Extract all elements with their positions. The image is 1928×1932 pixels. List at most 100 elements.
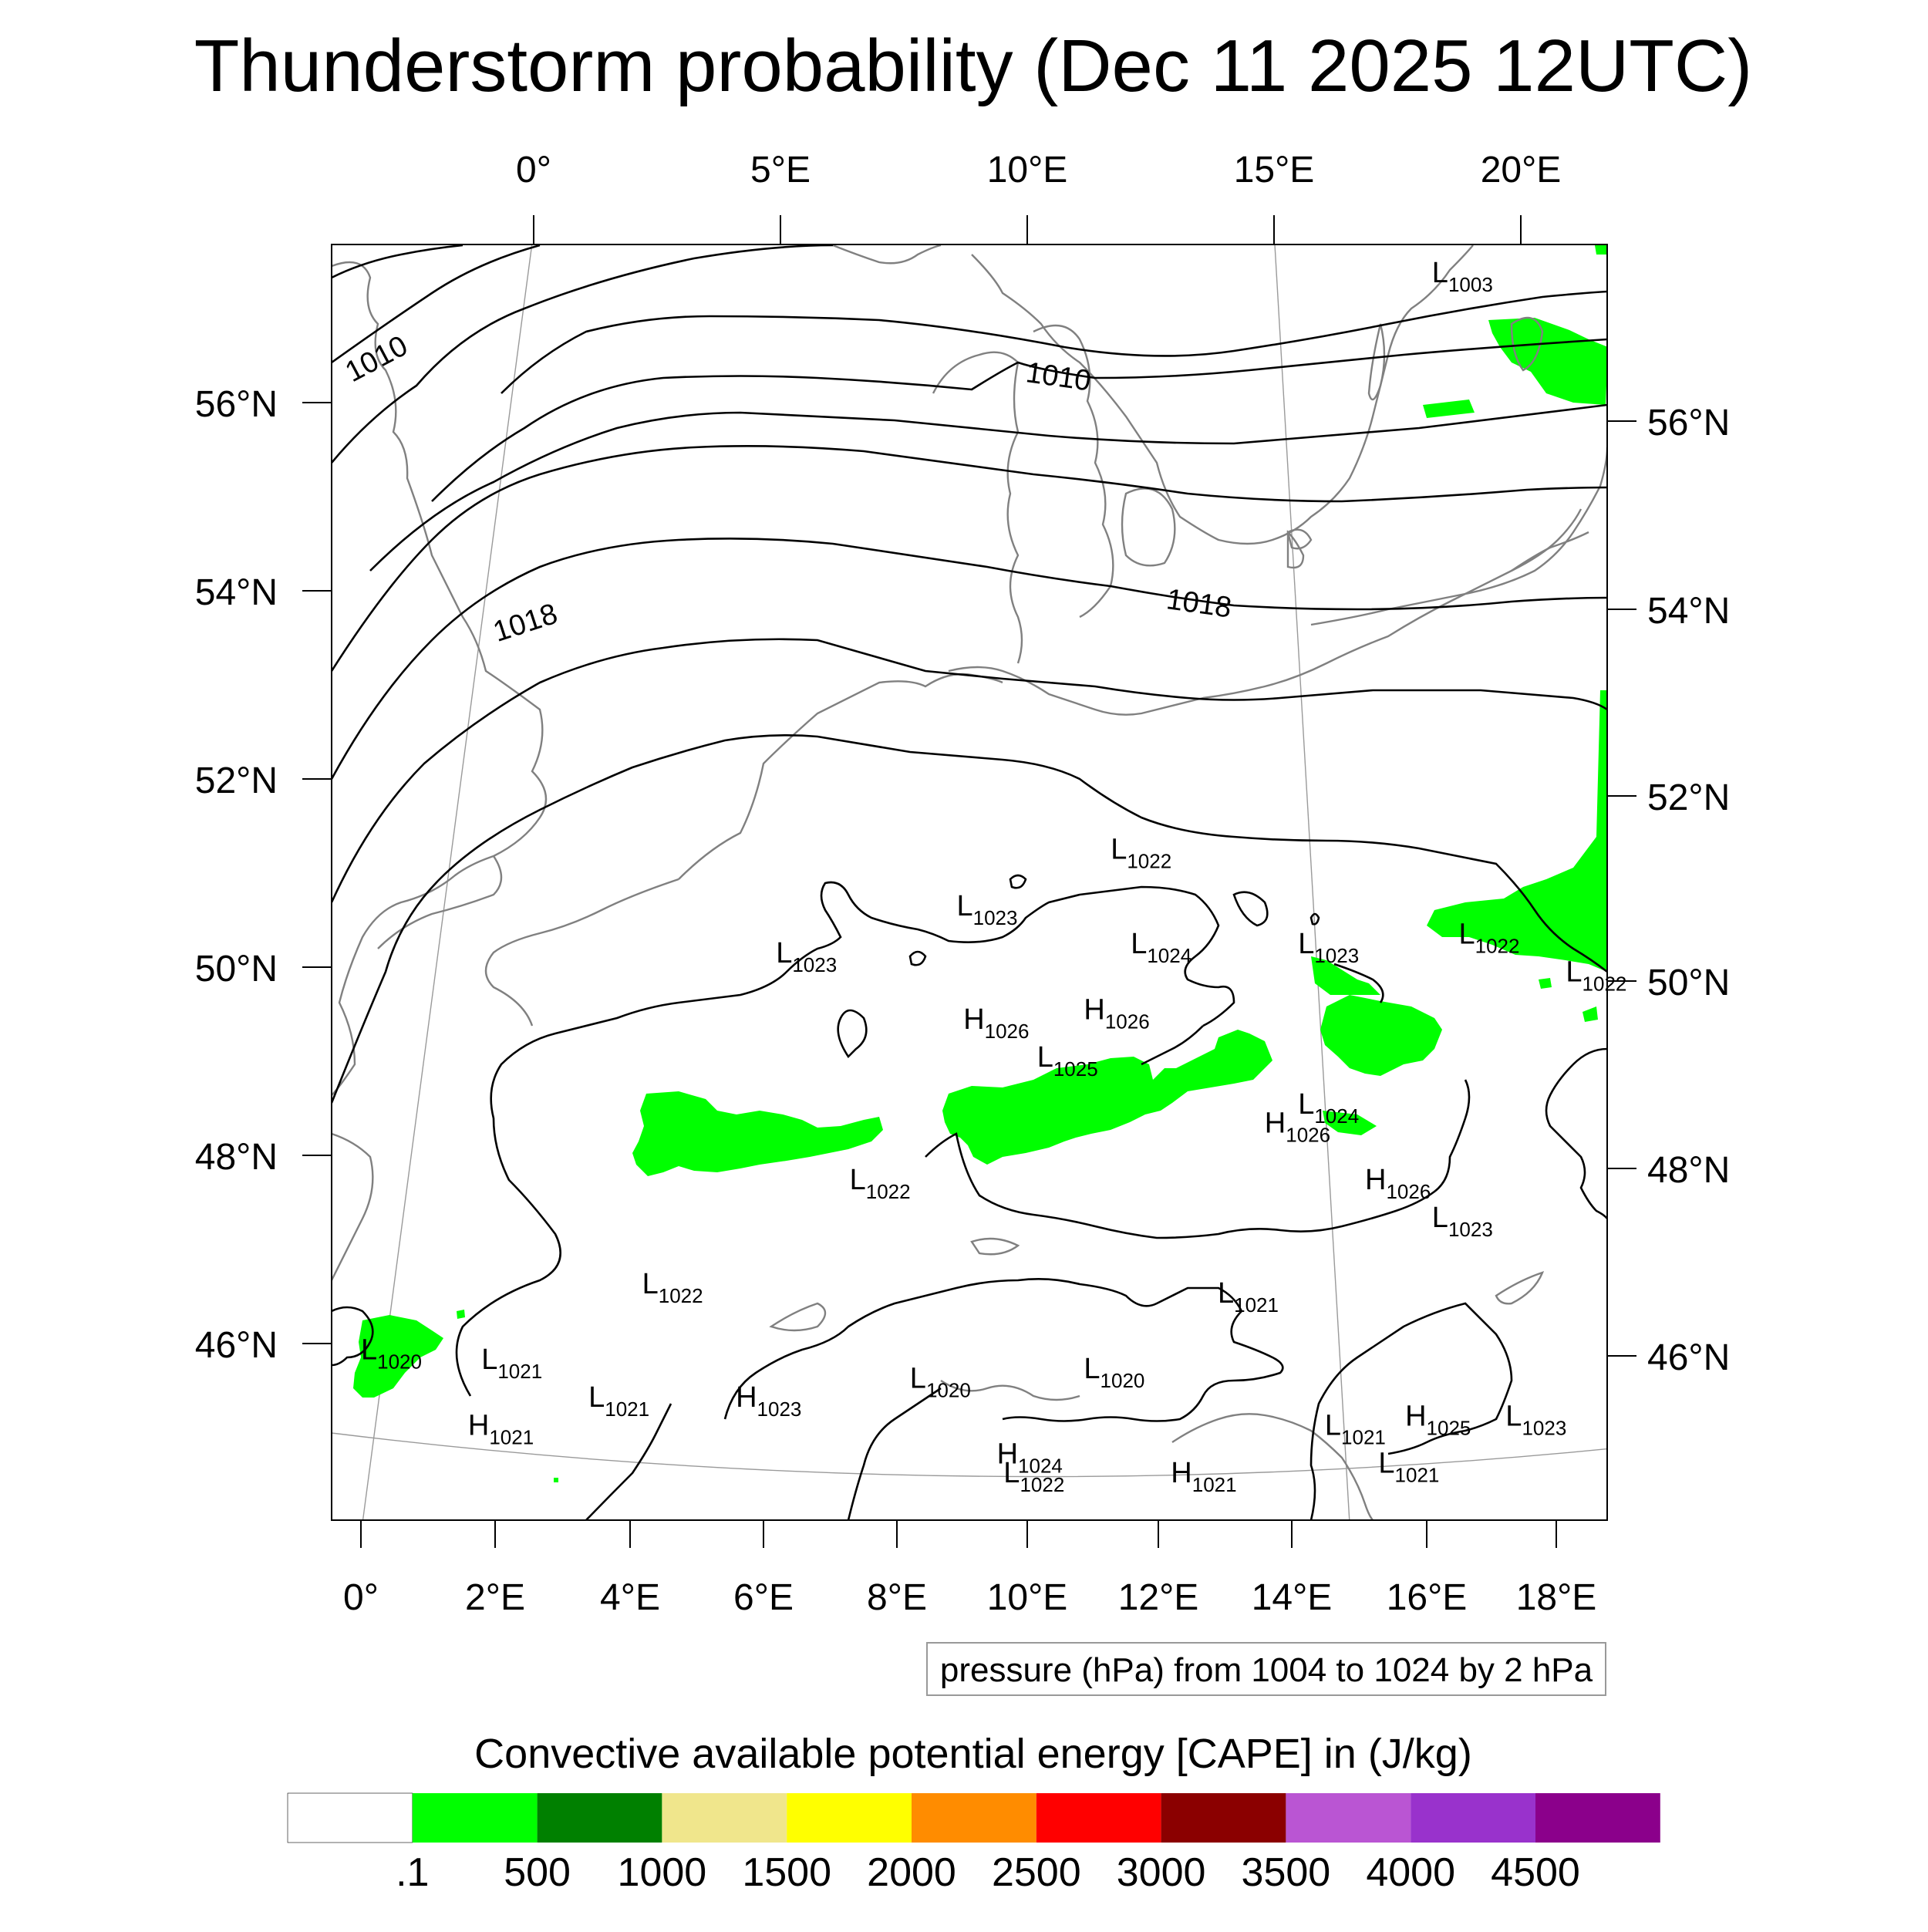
left-latitude-labels: 56°N 54°N 52°N 50°N 48°N 46°N [195,384,278,1366]
coast-great-britain [332,261,548,1096]
colorbar-title: Convective available potential energy [C… [474,1731,1472,1777]
isobar-central-high [455,881,1235,1397]
coast-denmark-east [1033,324,1114,619]
coast-norway-south [832,244,942,265]
low-pressure-center: L1023 [1505,1401,1566,1440]
cape-region-speck-2 [1539,978,1552,989]
left-lat-label: 48°N [195,1137,278,1178]
colorbar-label: 1000 [618,1850,707,1895]
contour-label: 1010 [340,329,413,389]
cape-region-france-east [632,1091,883,1176]
coast-bornholm [1286,528,1313,550]
cape-region-speck-4 [457,1310,465,1319]
right-lat-label: 46°N [1647,1337,1730,1378]
low-pressure-center: L1022 [850,1164,911,1203]
cape-region-baltic-small [1423,400,1475,418]
colorbar-boxes [287,1792,1660,1843]
colorbar: Convective available potential energy [C… [287,1731,1660,1895]
right-lat-label: 54°N [1647,591,1730,632]
cape-region-czechia [1320,995,1442,1076]
low-pressure-center: L1020 [361,1334,422,1374]
top-longitude-labels: 0° 5°E 10°E 15°E 20°E [516,150,1561,191]
chart-title: Thunderstorm probability (Dec 11 2025 12… [194,25,1752,107]
low-pressure-center: L1021 [481,1344,542,1383]
isobars [332,244,1607,1520]
high-pressure-center: H1026 [1365,1164,1431,1203]
left-lat-label: 52°N [195,760,278,801]
bottom-lon-label: 10°E [987,1577,1068,1618]
bottom-longitude-labels: 0° 2°E 4°E 6°E 8°E 10°E 12°E 14°E 16°E 1… [343,1577,1596,1618]
coast-oland [1367,323,1386,401]
low-pressure-center: L1023 [1298,928,1359,967]
top-lon-label: 20°E [1481,150,1562,191]
low-pressure-center: L1021 [588,1381,649,1421]
isobar-small-loop-2 [1009,874,1027,889]
low-pressure-center: L1020 [910,1363,971,1402]
pressure-centers: L1003 L1022 L1023 L1024 L1023 L1023 L1022 L1022… [361,257,1626,1496]
colorbar-box [912,1793,1036,1843]
high-pressure-center: H1026 [963,1003,1029,1043]
low-pressure-center: L1022 [642,1268,703,1307]
high-pressure-center: H1026 [1084,994,1149,1033]
colorbar-box [1411,1793,1535,1843]
cape-region-speck-5 [554,1478,558,1482]
isobar-balkan [1309,1302,1513,1520]
colorbar-box [1161,1793,1286,1843]
cape-shading [353,245,1607,1482]
right-lat-label: 52°N [1647,777,1730,818]
colorbar-box [287,1792,413,1843]
isobar-10 [332,734,1607,1104]
pressure-legend: pressure (hPa) from 1004 to 1024 by 2 hP… [926,1642,1606,1696]
coast-denmark-west [932,351,1023,664]
colorbar-label: 4000 [1366,1850,1455,1895]
graticule [332,244,1607,1520]
left-lat-label: 54°N [195,572,278,613]
cape-region-poland-east [1427,690,1607,972]
right-lat-label: 48°N [1647,1150,1730,1191]
isobar-3 [332,244,834,464]
low-pressure-center: L1023 [1432,1202,1493,1241]
coast-lake-geneva [769,1302,827,1332]
colorbar-labels: .1 500 1000 1500 2000 2500 3000 3500 4000 4500 [396,1850,1580,1895]
colorbar-box [662,1793,787,1843]
bottom-lon-label: 4°E [600,1577,660,1618]
pressure-legend-box [926,1642,1606,1696]
top-lon-label: 10°E [987,150,1068,191]
coast-lake-shape [1286,530,1305,569]
coast-italy-north [940,1380,1080,1401]
colorbar-label: 500 [504,1850,571,1895]
isobar-9 [332,638,1607,903]
low-pressure-center: L1022 [1566,956,1626,996]
colorbar-box [1535,1793,1660,1843]
isobar-sw-France-2 [585,1403,672,1520]
top-lon-label: 0° [516,150,551,191]
isobar-small-loop-3 [1232,891,1269,927]
bottom-lon-label: 16°E [1387,1577,1468,1618]
low-pressure-center: L1024 [1298,1088,1359,1128]
colorbar-label: 1500 [742,1850,831,1895]
isobar-4 [501,290,1607,394]
cape-region-northeast-baltic [1488,318,1607,405]
colorbar-label: 3500 [1242,1850,1331,1895]
isobar-central-high-link [1141,1025,1204,1066]
low-pressure-center: L1023 [957,890,1018,929]
coast-france-atlantic [332,1132,374,1281]
isobar-alpine-2 [847,1387,942,1520]
coast-kaliningrad [1511,531,1589,572]
colorbar-label: 3000 [1117,1850,1206,1895]
coast-germany-north [948,508,1583,716]
high-pressure-center: H1021 [1171,1457,1236,1496]
isobar-8 [332,538,1607,780]
isobar-5 [431,338,1607,502]
low-pressure-center: L1003 [1432,257,1493,296]
coastlines [332,244,1607,1520]
colorbar-box [1036,1793,1161,1843]
isobar-small-loop-4 [1309,912,1320,926]
left-lat-label: 56°N [195,384,278,425]
colorbar-box [1286,1793,1411,1843]
isobar-7 [332,445,1607,672]
contour-label: 1018 [490,598,561,649]
bottom-lon-label: 0° [343,1577,379,1618]
top-lon-label: 5°E [750,150,811,191]
